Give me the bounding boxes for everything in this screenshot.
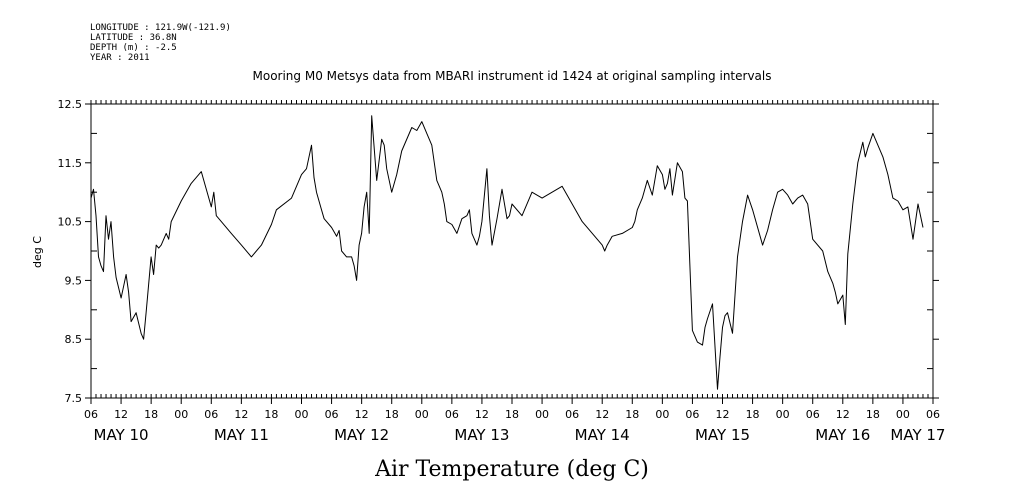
date-label: MAY 12: [334, 426, 389, 444]
location-metadata: LONGITUDE : 121.9W(-121.9) LATITUDE : 36…: [90, 23, 231, 63]
plot-frame: [90, 103, 934, 399]
x-tick-label: 12: [595, 408, 609, 421]
x-tick-label: 00: [415, 408, 429, 421]
x-tick-label: 06: [445, 408, 459, 421]
date-label: MAY 16: [815, 426, 870, 444]
x-tick-label: 06: [565, 408, 579, 421]
x-tick-label: 06: [926, 408, 940, 421]
x-tick-label: 18: [385, 408, 399, 421]
longitude-text: LONGITUDE : 121.9W(-121.9): [90, 23, 231, 33]
y-tick-label: 7.5: [65, 392, 83, 405]
x-tick-label: 00: [655, 408, 669, 421]
x-tick-label: 06: [806, 408, 820, 421]
date-label: MAY 10: [94, 426, 149, 444]
x-axis-label: Air Temperature (deg C): [374, 457, 649, 482]
series-layer: [90, 115, 924, 390]
x-tick-label: 00: [174, 408, 188, 421]
x-tick-label: 00: [896, 408, 910, 421]
date-label: MAY 15: [695, 426, 750, 444]
x-axis-ticks: 06 12 18 00 06 12 18 00 06 12 18 00 06 12 18 00 06 12 18 00…: [84, 100, 945, 444]
x-tick-label: 00: [535, 408, 549, 421]
x-tick-label: 06: [685, 408, 699, 421]
x-tick-label: 12: [836, 408, 850, 421]
date-label: MAY 14: [575, 426, 630, 444]
x-tick-label: 12: [475, 408, 489, 421]
x-tick-label: 12: [716, 408, 730, 421]
y-tick-label: 10.5: [58, 216, 83, 229]
x-tick-label: 12: [355, 408, 369, 421]
x-tick-label: 18: [625, 408, 639, 421]
x-tick-label: 18: [746, 408, 760, 421]
series-line-0: [90, 115, 924, 390]
y-tick-label: 12.5: [58, 98, 83, 111]
depth-text: DEPTH (m) : -2.5: [90, 43, 177, 53]
x-tick-label: 18: [505, 408, 519, 421]
year-text: YEAR : 2011: [90, 53, 150, 63]
x-tick-label: 12: [114, 408, 128, 421]
x-tick-label: 18: [866, 408, 880, 421]
x-tick-label: 18: [264, 408, 278, 421]
y-tick-label: 11.5: [58, 157, 83, 170]
x-tick-label: 06: [325, 408, 339, 421]
chart-title: Mooring M0 Metsys data from MBARI instru…: [253, 69, 772, 83]
x-tick-label: 12: [234, 408, 248, 421]
date-label: MAY 11: [214, 426, 269, 444]
x-tick-label: 06: [204, 408, 218, 421]
x-tick-label: 00: [295, 408, 309, 421]
date-label: MAY 13: [454, 426, 509, 444]
x-tick-label: 06: [84, 408, 98, 421]
x-tick-label: 18: [144, 408, 158, 421]
y-axis-ticks: 7.5 8.5 9.5 10.5 11.5 12.5: [58, 98, 939, 405]
y-axis-label: deg C: [31, 236, 44, 268]
y-tick-label: 9.5: [65, 274, 83, 287]
latitude-text: LATITUDE : 36.8N: [90, 33, 177, 43]
x-tick-label: 00: [776, 408, 790, 421]
date-label: MAY 17: [890, 426, 945, 444]
y-tick-label: 8.5: [65, 333, 83, 346]
